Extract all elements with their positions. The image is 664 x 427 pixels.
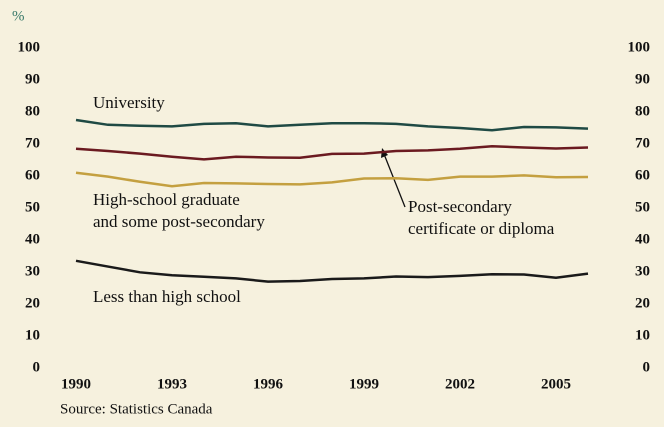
series-line [75, 171, 589, 188]
y2-tick-label: 100 [628, 39, 651, 55]
y-axis-label: % [12, 8, 25, 24]
y-tick-label: 90 [25, 71, 40, 87]
y2-tick-label: 30 [635, 263, 650, 279]
series-line [75, 118, 589, 132]
y-tick-label: 10 [25, 327, 40, 343]
y-tick-label: 40 [25, 231, 40, 247]
series-line [75, 259, 589, 283]
arrow [383, 153, 406, 208]
x-tick-label: 1999 [349, 376, 379, 392]
y2-tick-label: 10 [635, 327, 650, 343]
y-tick-label: 20 [25, 295, 40, 311]
y-tick-label: 30 [25, 263, 40, 279]
y2-tick-label: 40 [635, 231, 650, 247]
y2-tick-label: 80 [635, 103, 650, 119]
series-label: High-school graduate and some post-secon… [93, 190, 265, 231]
y2-tick-label: 50 [635, 199, 650, 215]
y2-tick-label: 70 [635, 135, 650, 151]
x-tick-label: 1990 [61, 376, 91, 392]
x-tick-label: 1993 [157, 376, 187, 392]
y-tick-label: 60 [25, 167, 40, 183]
y-tick-label: 0 [33, 359, 41, 375]
x-tick-label: 2002 [445, 376, 475, 392]
series-label: University [93, 93, 165, 112]
y-tick-label: 70 [25, 135, 40, 151]
source: Source: Statistics Canada [60, 401, 213, 417]
series-label: Less than high school [93, 287, 241, 306]
series-line [75, 144, 589, 161]
series-label: Post-secondary certificate or diploma [408, 197, 555, 238]
y2-tick-label: 0 [643, 359, 651, 375]
y2-tick-label: 20 [635, 295, 650, 311]
y-tick-label: 80 [25, 103, 40, 119]
x-tick-label: 1996 [253, 376, 284, 392]
y2-tick-label: 60 [635, 167, 650, 183]
x-tick-label: 2005 [541, 376, 571, 392]
y2-tick-label: 90 [635, 71, 650, 87]
y-tick-label: 50 [25, 199, 40, 215]
y-tick-label: 100 [18, 39, 41, 55]
